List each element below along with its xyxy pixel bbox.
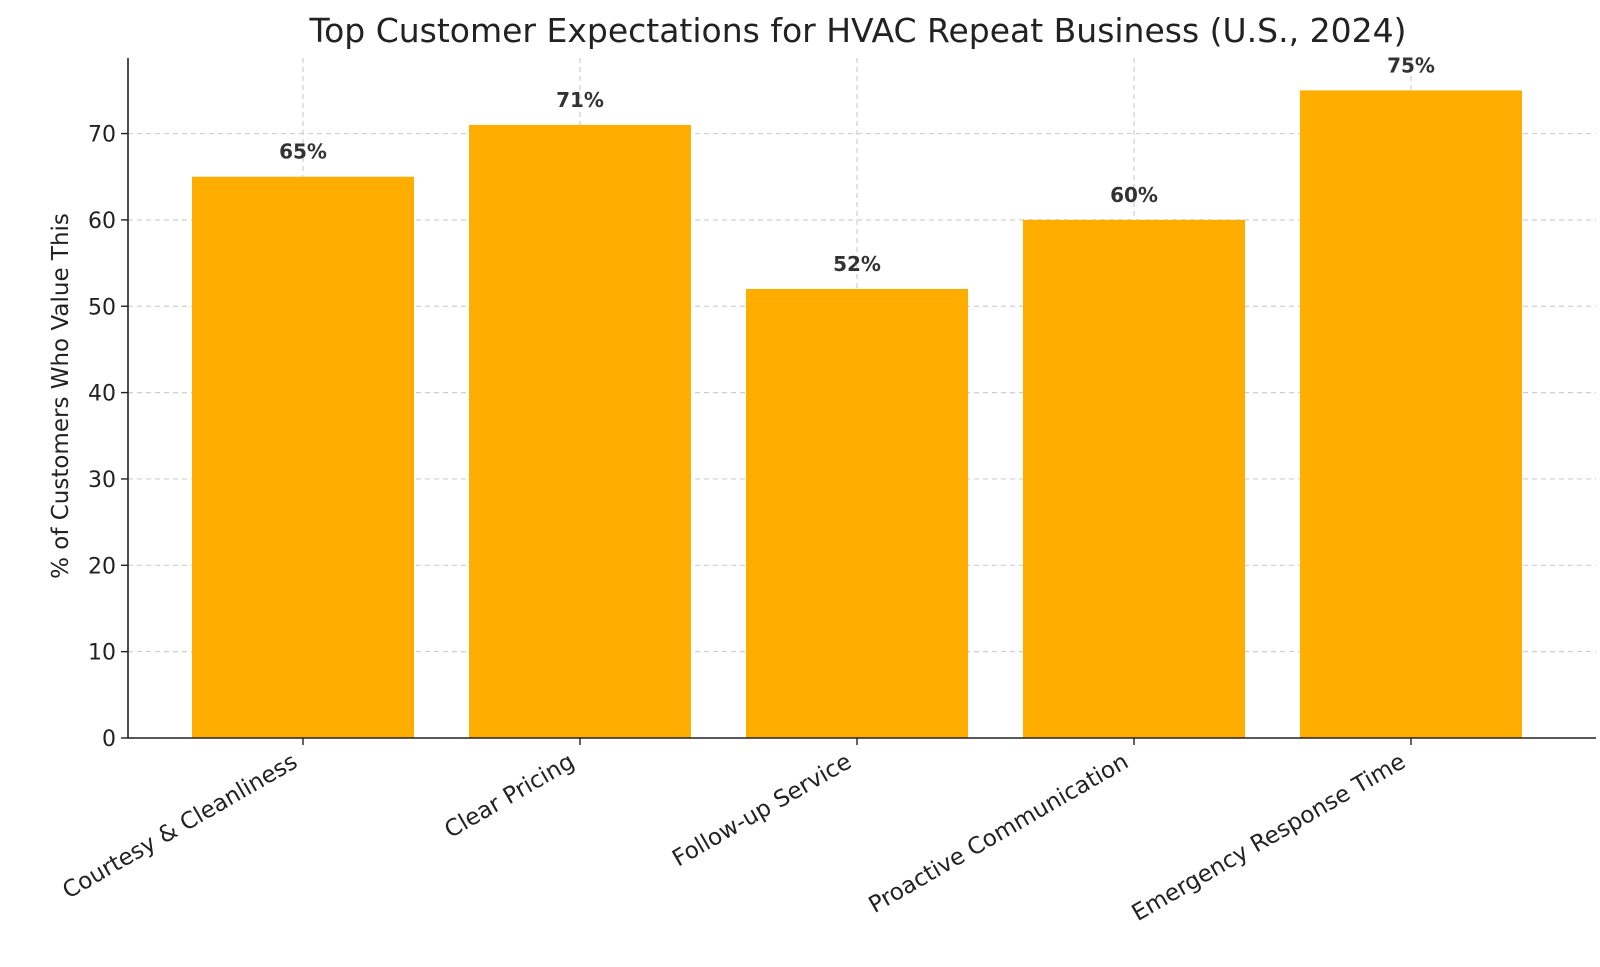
y-tick-label: 40 [88, 382, 116, 407]
data-labels: 65% 71% 52% 60% 75% [279, 53, 1435, 276]
y-tick-label: 20 [88, 554, 116, 579]
data-label: 75% [1387, 53, 1435, 77]
bar [1023, 219, 1245, 738]
bar [1300, 90, 1522, 738]
y-axis-ticks: 0 10 20 30 40 50 60 70 [88, 123, 128, 752]
x-tick-label: Clear Pricing [440, 749, 579, 844]
y-tick-label: 30 [88, 468, 116, 493]
axes [127, 58, 1596, 739]
data-label: 71% [556, 88, 604, 112]
x-tick-label: Follow-up Service [668, 749, 856, 872]
x-tick-label: Courtesy & Cleanliness [58, 749, 302, 905]
bar [469, 124, 691, 738]
y-tick-label: 60 [88, 209, 116, 234]
y-tick-label: 0 [102, 727, 116, 752]
data-label: 52% [833, 252, 881, 276]
data-label: 60% [1110, 183, 1158, 207]
bar [192, 176, 414, 738]
bar [746, 288, 968, 738]
y-tick-label: 10 [88, 641, 116, 666]
y-tick-label: 70 [88, 123, 116, 148]
x-tick-label: Proactive Communication [865, 749, 1133, 919]
x-axis-ticks: Courtesy & Cleanliness Clear Pricing Follo… [58, 738, 1412, 927]
y-tick-label: 50 [88, 295, 116, 320]
y-axis-label: % of Customers Who Value This [48, 213, 74, 579]
data-label: 65% [279, 140, 327, 164]
x-tick-label: Emergency Response Time [1128, 749, 1410, 927]
chart-title: Top Customer Expectations for HVAC Repea… [309, 11, 1407, 50]
bars [192, 90, 1522, 738]
